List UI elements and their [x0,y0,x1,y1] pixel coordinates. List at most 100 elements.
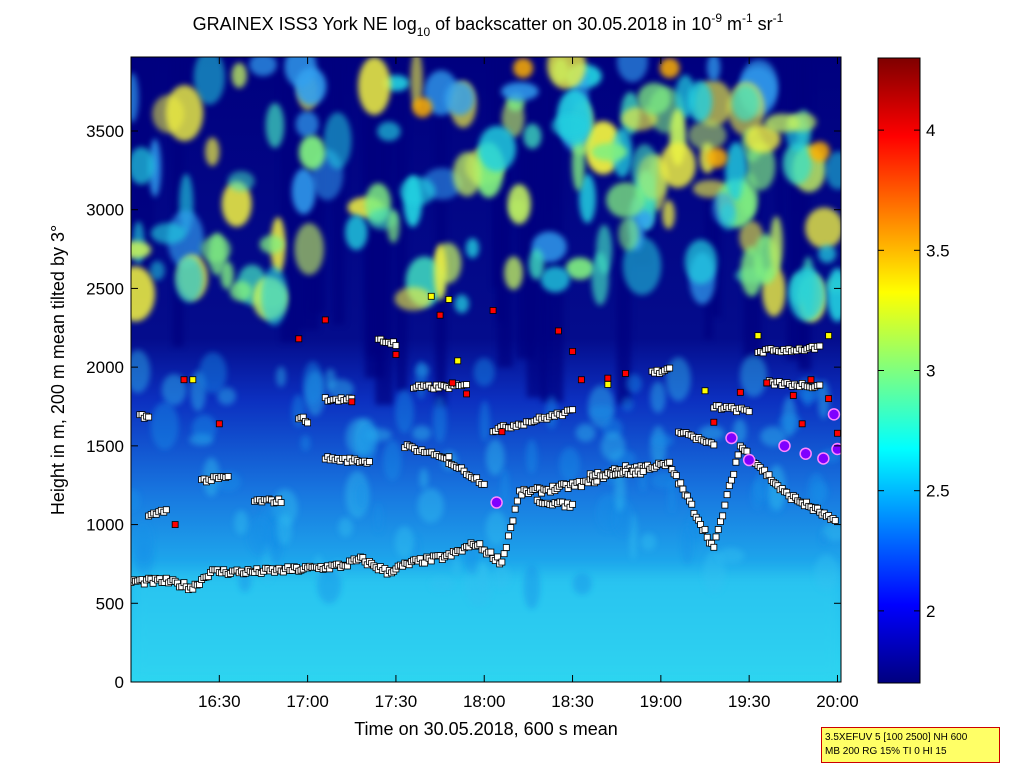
heatmap-patch [161,373,187,406]
layer-marker [763,379,771,387]
info-box: 3.5XEFUV 5 [100 2500] NH 600 MB 200 RG 1… [821,727,1000,763]
heatmap-patch [745,124,781,153]
layer-marker [500,550,508,558]
heatmap-patch [131,266,156,322]
layer-marker [721,501,729,509]
heatmap-patch [149,260,165,281]
info-line-1: 3.5XEFUV 5 [100 2500] NH 600 [825,732,968,743]
layer-marker [569,347,576,355]
heatmap-streak [280,57,300,343]
heatmap-streak [540,57,564,403]
layer-marker [816,342,824,350]
heatmap-patch [395,389,414,434]
layer-marker [604,374,612,382]
heatmap-patch [302,361,323,406]
heatmap-patch [374,503,383,533]
y-axis: 0 500 1000 1500 2000 2500 3000 3500 [86,122,841,692]
layer-marker [436,311,444,319]
heatmap-patch [814,554,839,591]
heatmap-hotspot [513,58,534,79]
heatmap-patch [616,57,648,83]
cloud-marker [725,431,738,445]
heatmap-streak [704,57,713,340]
heatmap-patch [300,434,311,452]
heatmap-patch [769,216,783,272]
colorbar-gradient [878,58,920,683]
heatmap-patch [622,236,662,295]
layer-marker [445,296,453,303]
layer-marker [666,458,674,466]
cloud-marker [827,408,841,421]
layer-marker [454,357,462,365]
layer-marker [712,533,720,541]
heatmap-streak [172,57,184,347]
layer-marker [677,479,685,487]
layer-marker [765,471,773,479]
heatmap-patch [295,111,319,138]
heatmap-patch [764,113,800,133]
layer-marker [701,387,709,395]
heatmap-patch [551,114,589,138]
layer-marker [392,342,400,349]
heatmap-patch [294,223,324,275]
heatmap-patch [150,402,179,450]
layer-marker [189,376,197,384]
layer-marker [825,395,833,403]
heatmap-patch [465,238,480,259]
heatmap-patch [637,82,671,115]
x-tick-label: 17:30 [375,692,418,711]
x-tick-label: 20:00 [816,692,859,711]
heatmap-patch [231,62,247,89]
heatmap-patch [399,177,436,206]
heatmap-patch [454,294,470,314]
heatmap-patch [591,143,628,161]
cloud-marker [742,453,756,467]
layer-marker [427,292,435,300]
colorbar-tick-label: 2.5 [926,482,950,501]
cloud-marker [817,452,830,465]
layer-marker [463,390,470,398]
layer-marker [577,376,585,384]
heatmap-patch [259,235,284,254]
heatmap-patch [782,143,812,185]
heatmap-streak [798,57,812,371]
heatmap-patch [485,510,507,546]
heatmap-patch [150,222,187,244]
heatmap-hotspot [809,141,830,162]
layer-marker [736,388,744,396]
heatmap-hotspot [412,97,433,118]
layer-marker [807,376,815,384]
heatmap-patch [394,526,415,558]
heatmap-patch [706,57,721,82]
colorbar-tick-label: 2 [926,602,935,621]
heatmap-patch [698,425,725,441]
heatmap-streak [526,57,546,398]
heatmap-patch [626,374,642,394]
heatmap-patch [165,85,204,142]
layer-marker [679,485,687,493]
heatmap-patch [606,182,646,218]
heatmap-patch [591,252,609,306]
layer-marker [743,447,751,455]
layer-marker [476,540,484,548]
layer-marker [569,406,576,414]
layer-marker [728,476,735,484]
layer-marker [831,517,839,524]
layer-marker [732,458,740,466]
heatmap-patch [590,405,614,419]
heatmap-patch [419,468,429,489]
layer-marker [604,381,612,388]
y-tick-label: 3500 [86,122,124,141]
layer-marker [511,505,519,513]
layer-marker [734,451,742,459]
heatmap-hotspot [659,58,680,79]
heatmap-patch [356,423,377,465]
heatmap-patch [760,426,787,447]
heatmap-field [131,57,841,682]
heatmap-patch [825,151,841,190]
heatmap-patch [540,266,570,293]
x-tick-label: 16:30 [198,692,241,711]
layer-marker [463,381,470,388]
heatmap-patch [485,438,505,476]
